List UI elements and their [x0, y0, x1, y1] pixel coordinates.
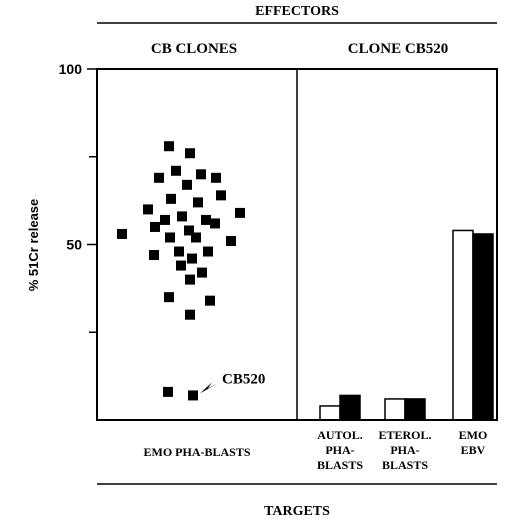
scatter-point [177, 211, 187, 222]
bar [319, 405, 341, 421]
y-axis-label: % 51Cr release [26, 199, 41, 292]
scatter-point [176, 260, 186, 271]
effectors-label: EFFECTORS [255, 4, 339, 19]
scatter-point [216, 190, 226, 201]
scatter-point [187, 253, 197, 264]
bar-category-label: BLASTS [382, 458, 428, 472]
scatter-point [211, 172, 221, 183]
scatter-point [185, 148, 195, 159]
y-tick-label: 50 [66, 237, 82, 253]
bar [339, 394, 361, 421]
scatter-point [166, 193, 176, 204]
scatter-point [182, 179, 192, 190]
scatter-point [160, 214, 170, 225]
scatter-point [196, 169, 206, 180]
bar [452, 229, 474, 421]
bar-category-label: PHA- [390, 443, 419, 457]
bar [384, 398, 406, 421]
bar-category-label: AUTOL. [317, 428, 362, 442]
scatter-point [174, 246, 184, 257]
y-axis: 50 100 [59, 61, 97, 333]
scatter-point [185, 274, 195, 285]
scatter-point [235, 207, 245, 218]
cb-clones-title: CB CLONES [151, 41, 237, 57]
y-tick-label: 100 [59, 61, 83, 77]
bar-category-label: BLASTS [317, 458, 363, 472]
bar [404, 398, 426, 421]
annotation-arrow [200, 382, 218, 394]
scatter-point [154, 172, 164, 183]
annotation-label: CB520 [222, 371, 265, 387]
scatter-point [201, 214, 211, 225]
scatter-point [143, 204, 153, 215]
scatter-point [163, 386, 173, 397]
bar [472, 233, 494, 421]
bar-category-label: PHA- [325, 443, 354, 457]
scatter-point [205, 295, 215, 306]
scatter-point [188, 390, 198, 401]
bar-marks [319, 229, 494, 421]
scatter-point [210, 218, 220, 229]
scatter-point [191, 232, 201, 243]
bar-category-label: EBV [461, 443, 486, 457]
scatter-point [184, 225, 194, 236]
clone-cb520-title: CLONE CB520 [348, 41, 448, 57]
scatter-point [164, 292, 174, 303]
scatter-points: CB520 [117, 141, 265, 401]
scatter-point [226, 235, 236, 246]
bar-category-label: EMO [459, 428, 488, 442]
scatter-point [150, 221, 160, 232]
scatter-point [149, 250, 159, 261]
scatter-point [164, 141, 174, 152]
targets-label: TARGETS [264, 504, 330, 519]
scatter-point [197, 267, 207, 278]
scatter-point [185, 309, 195, 320]
scatter-point [171, 165, 181, 176]
scatter-point [117, 228, 127, 239]
bar-category-label: ETEROL. [378, 428, 431, 442]
scatter-point [203, 246, 213, 257]
scatter-point [193, 197, 203, 208]
scatter-category-label: EMO PHA-BLASTS [143, 445, 250, 459]
scatter-point [165, 232, 175, 243]
